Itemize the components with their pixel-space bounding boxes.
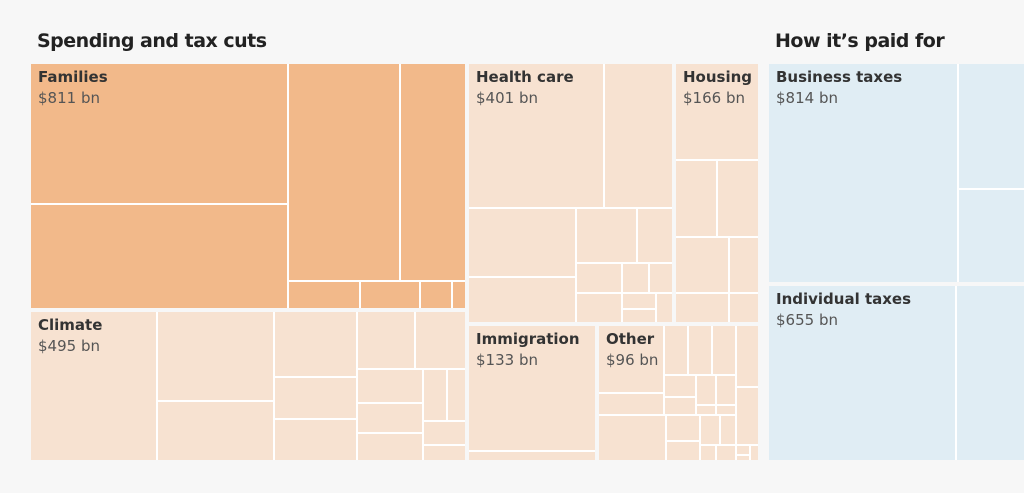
treemap-cell-other[interactable]	[697, 376, 715, 404]
group-value-immigration: $133 bn	[476, 351, 538, 369]
treemap-cell-climate[interactable]	[358, 312, 414, 368]
treemap-cell-climate[interactable]	[424, 370, 446, 420]
treemap-cell-climate[interactable]	[358, 434, 422, 460]
treemap-cell-health-care[interactable]	[657, 294, 672, 322]
treemap-cell-housing[interactable]	[730, 294, 758, 322]
treemap-cell-other[interactable]	[737, 388, 758, 444]
group-value-housing: $166 bn	[683, 89, 745, 107]
treemap-cell-families[interactable]	[31, 64, 287, 203]
treemap-cell-families[interactable]	[453, 282, 465, 308]
group-value-families: $811 bn	[38, 89, 100, 107]
treemap-cell-housing[interactable]	[676, 161, 716, 236]
treemap-cell-health-care[interactable]	[605, 64, 672, 207]
treemap-cell-climate[interactable]	[358, 370, 422, 402]
treemap-cell-other[interactable]	[701, 446, 715, 460]
group-value-other: $96 bn	[606, 351, 658, 369]
treemap-cell-other[interactable]	[713, 326, 735, 374]
group-value-climate: $495 bn	[38, 337, 100, 355]
treemap-cell-other[interactable]	[737, 446, 749, 454]
treemap-cell-other[interactable]	[717, 446, 735, 460]
treemap-cell-other[interactable]	[599, 394, 663, 414]
treemap-cell-individual-taxes[interactable]	[769, 286, 955, 460]
treemap-cell-climate[interactable]	[424, 422, 465, 444]
treemap-cell-health-care[interactable]	[577, 209, 636, 262]
treemap-cell-climate[interactable]	[416, 312, 465, 368]
treemap-cell-climate[interactable]	[275, 420, 356, 460]
treemap-cell-other[interactable]	[667, 442, 699, 460]
treemap-cell-health-care[interactable]	[469, 278, 575, 322]
treemap-cell-health-care[interactable]	[650, 264, 672, 292]
treemap-cell-housing[interactable]	[676, 64, 758, 159]
treemap-cell-health-care[interactable]	[469, 64, 603, 207]
treemap-cell-other[interactable]	[665, 376, 695, 396]
treemap-cell-other[interactable]	[667, 416, 699, 440]
treemap-cell-families[interactable]	[421, 282, 451, 308]
treemap-cell-climate[interactable]	[31, 312, 156, 460]
treemap-cell-families[interactable]	[289, 64, 399, 280]
treemap-cell-other[interactable]	[599, 326, 663, 392]
treemap-cell-business-taxes[interactable]	[769, 64, 957, 282]
treemap-cell-climate[interactable]	[275, 378, 356, 418]
treemap-cell-health-care[interactable]	[577, 294, 621, 322]
treemap-cell-housing[interactable]	[730, 238, 758, 292]
group-value-individual-taxes: $655 bn	[776, 311, 838, 329]
treemap-cell-health-care[interactable]	[623, 310, 655, 322]
treemap-cell-housing[interactable]	[676, 294, 728, 322]
treemap-cell-housing[interactable]	[676, 238, 728, 292]
treemap-cell-climate[interactable]	[358, 404, 422, 432]
treemap-cell-housing[interactable]	[718, 161, 758, 236]
treemap-cell-other[interactable]	[751, 446, 758, 460]
group-value-health-care: $401 bn	[476, 89, 538, 107]
group-label-families: Families	[38, 68, 108, 86]
treemap-cell-other[interactable]	[599, 416, 665, 460]
group-label-climate: Climate	[38, 316, 102, 334]
treemap-cell-climate[interactable]	[448, 370, 465, 420]
treemap-cell-other[interactable]	[697, 406, 715, 414]
treemap-cell-immigration[interactable]	[469, 326, 595, 450]
spending-section-title: Spending and tax cuts	[37, 30, 267, 52]
group-label-housing: Housing	[683, 68, 752, 86]
group-label-health-care: Health care	[476, 68, 574, 86]
treemap-cell-climate[interactable]	[275, 312, 356, 376]
group-value-business-taxes: $814 bn	[776, 89, 838, 107]
treemap-cell-other[interactable]	[717, 376, 735, 404]
treemap-cell-health-care[interactable]	[469, 209, 575, 276]
treemap-cell-other[interactable]	[717, 406, 735, 414]
treemap-cell-health-care[interactable]	[623, 294, 655, 308]
group-label-business-taxes: Business taxes	[776, 68, 902, 86]
treemap-cell-climate[interactable]	[158, 402, 273, 460]
funding-section-title: How it’s paid for	[775, 30, 945, 52]
treemap-cell-other[interactable]	[721, 416, 735, 444]
treemap-cell-business-taxes[interactable]	[959, 64, 1024, 188]
treemap-cell-families[interactable]	[31, 205, 287, 308]
treemap-cell-families[interactable]	[361, 282, 419, 308]
treemap-cell-other[interactable]	[737, 456, 749, 460]
treemap-cell-climate[interactable]	[158, 312, 273, 400]
treemap-cell-individual-taxes[interactable]	[957, 286, 1024, 460]
treemap-cell-families[interactable]	[289, 282, 359, 308]
treemap-cell-health-care[interactable]	[577, 264, 621, 292]
treemap-cell-other[interactable]	[701, 416, 719, 444]
treemap-cell-other[interactable]	[665, 398, 695, 414]
treemap-cell-health-care[interactable]	[638, 209, 672, 262]
treemap-cell-immigration[interactable]	[469, 452, 595, 460]
treemap-cell-health-care[interactable]	[623, 264, 648, 292]
treemap-cell-business-taxes[interactable]	[959, 190, 1024, 282]
treemap-cell-other[interactable]	[737, 326, 758, 386]
group-label-individual-taxes: Individual taxes	[776, 290, 911, 308]
treemap-cell-other[interactable]	[689, 326, 711, 374]
group-label-immigration: Immigration	[476, 330, 580, 348]
treemap-cell-families[interactable]	[401, 64, 465, 280]
group-label-other: Other	[606, 330, 655, 348]
treemap-cell-climate[interactable]	[424, 446, 465, 460]
treemap-cell-other[interactable]	[665, 326, 687, 374]
